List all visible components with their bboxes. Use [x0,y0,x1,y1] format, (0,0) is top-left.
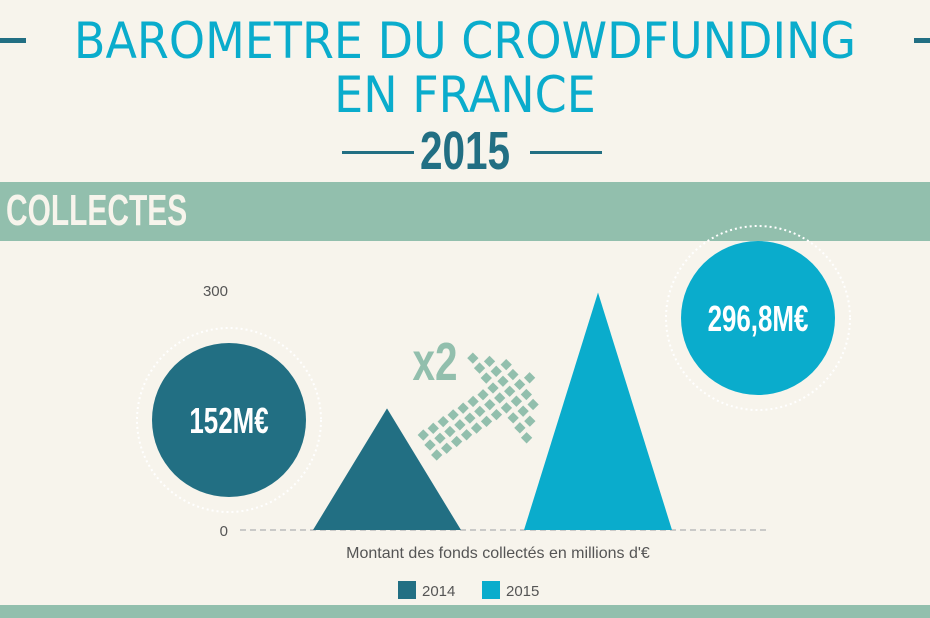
arrow-dot [527,398,539,411]
arrow-dot [494,392,506,404]
page-title-line2: EN FRANCE [334,66,596,124]
arrow-dot [490,408,503,421]
annotation-x2: x2 [412,332,457,392]
arrow-dot [473,362,486,374]
arrow-dot [431,449,443,461]
label-ring-2015 [665,225,851,411]
arrow-dot [497,375,509,387]
bottom-band [0,605,930,618]
title-decoration-right [914,38,930,43]
arrow-dot [460,429,473,441]
arrow-dot [523,372,536,384]
arrow-dot [524,415,536,427]
arrow-dot [510,395,523,407]
arrow-dot [500,402,513,414]
arrow-icon [417,352,539,461]
x-axis-label: Montant des fonds collectés en millions … [346,545,650,562]
label-circle-2015 [681,241,835,395]
arrow-dot [480,372,492,384]
y-tick-300: 300 [203,283,228,300]
arrow-dot [417,429,429,441]
legend-swatch-2015 [482,581,500,599]
arrow-dot [467,352,479,364]
arrow-dot [444,425,456,438]
label-circle-2014 [152,343,306,497]
arrow-dot [507,412,519,424]
arrow-dot [464,412,476,424]
arrow-dot [434,432,446,444]
arrow-dot [514,422,526,434]
legend-label-2015: 2015 [506,583,539,600]
page-title: BAROMETRE DU CROWDFUNDING [73,12,857,70]
arrow-dot [474,405,486,418]
bar-2014 [313,408,461,530]
arrow-dot [484,399,496,411]
legend-swatch-2014 [398,581,416,599]
arrow-dot [500,358,512,371]
arrow-dot [507,368,519,381]
arrow-dot [520,388,533,401]
arrow-dot [457,402,469,414]
data-label-2015: 296,8M€ [708,299,809,339]
bar-2015 [524,292,672,530]
arrow-dot [424,439,436,451]
arrow-dot [520,432,533,444]
arrow-dot [450,435,463,448]
legend-label-2014: 2014 [422,583,455,600]
arrow-dot [447,409,459,421]
arrow-dot [470,422,483,434]
arrow-dot [454,419,466,431]
year-label: 2015 [419,121,511,181]
arrow-dot [441,442,453,454]
year-rule-right [530,151,602,154]
label-ring-2014 [136,327,322,513]
arrow-dot [504,385,516,397]
arrow-dot [483,355,496,368]
arrow-dot [490,365,502,377]
arrow-dot [513,378,526,391]
data-label-2014: 152M€ [189,401,268,441]
arrow-dot [487,382,499,394]
section-band [0,182,930,241]
year-rule-left [342,151,414,154]
title-decoration-left [0,38,26,43]
arrow-dot [467,395,479,408]
y-tick-0: 0 [220,523,228,540]
arrow-dot [427,422,439,434]
arrow-dot [517,405,529,417]
arrow-dot [477,389,489,401]
arrow-dot [480,415,493,428]
arrow-dot [437,415,449,428]
section-label: COLLECTES [6,186,188,235]
